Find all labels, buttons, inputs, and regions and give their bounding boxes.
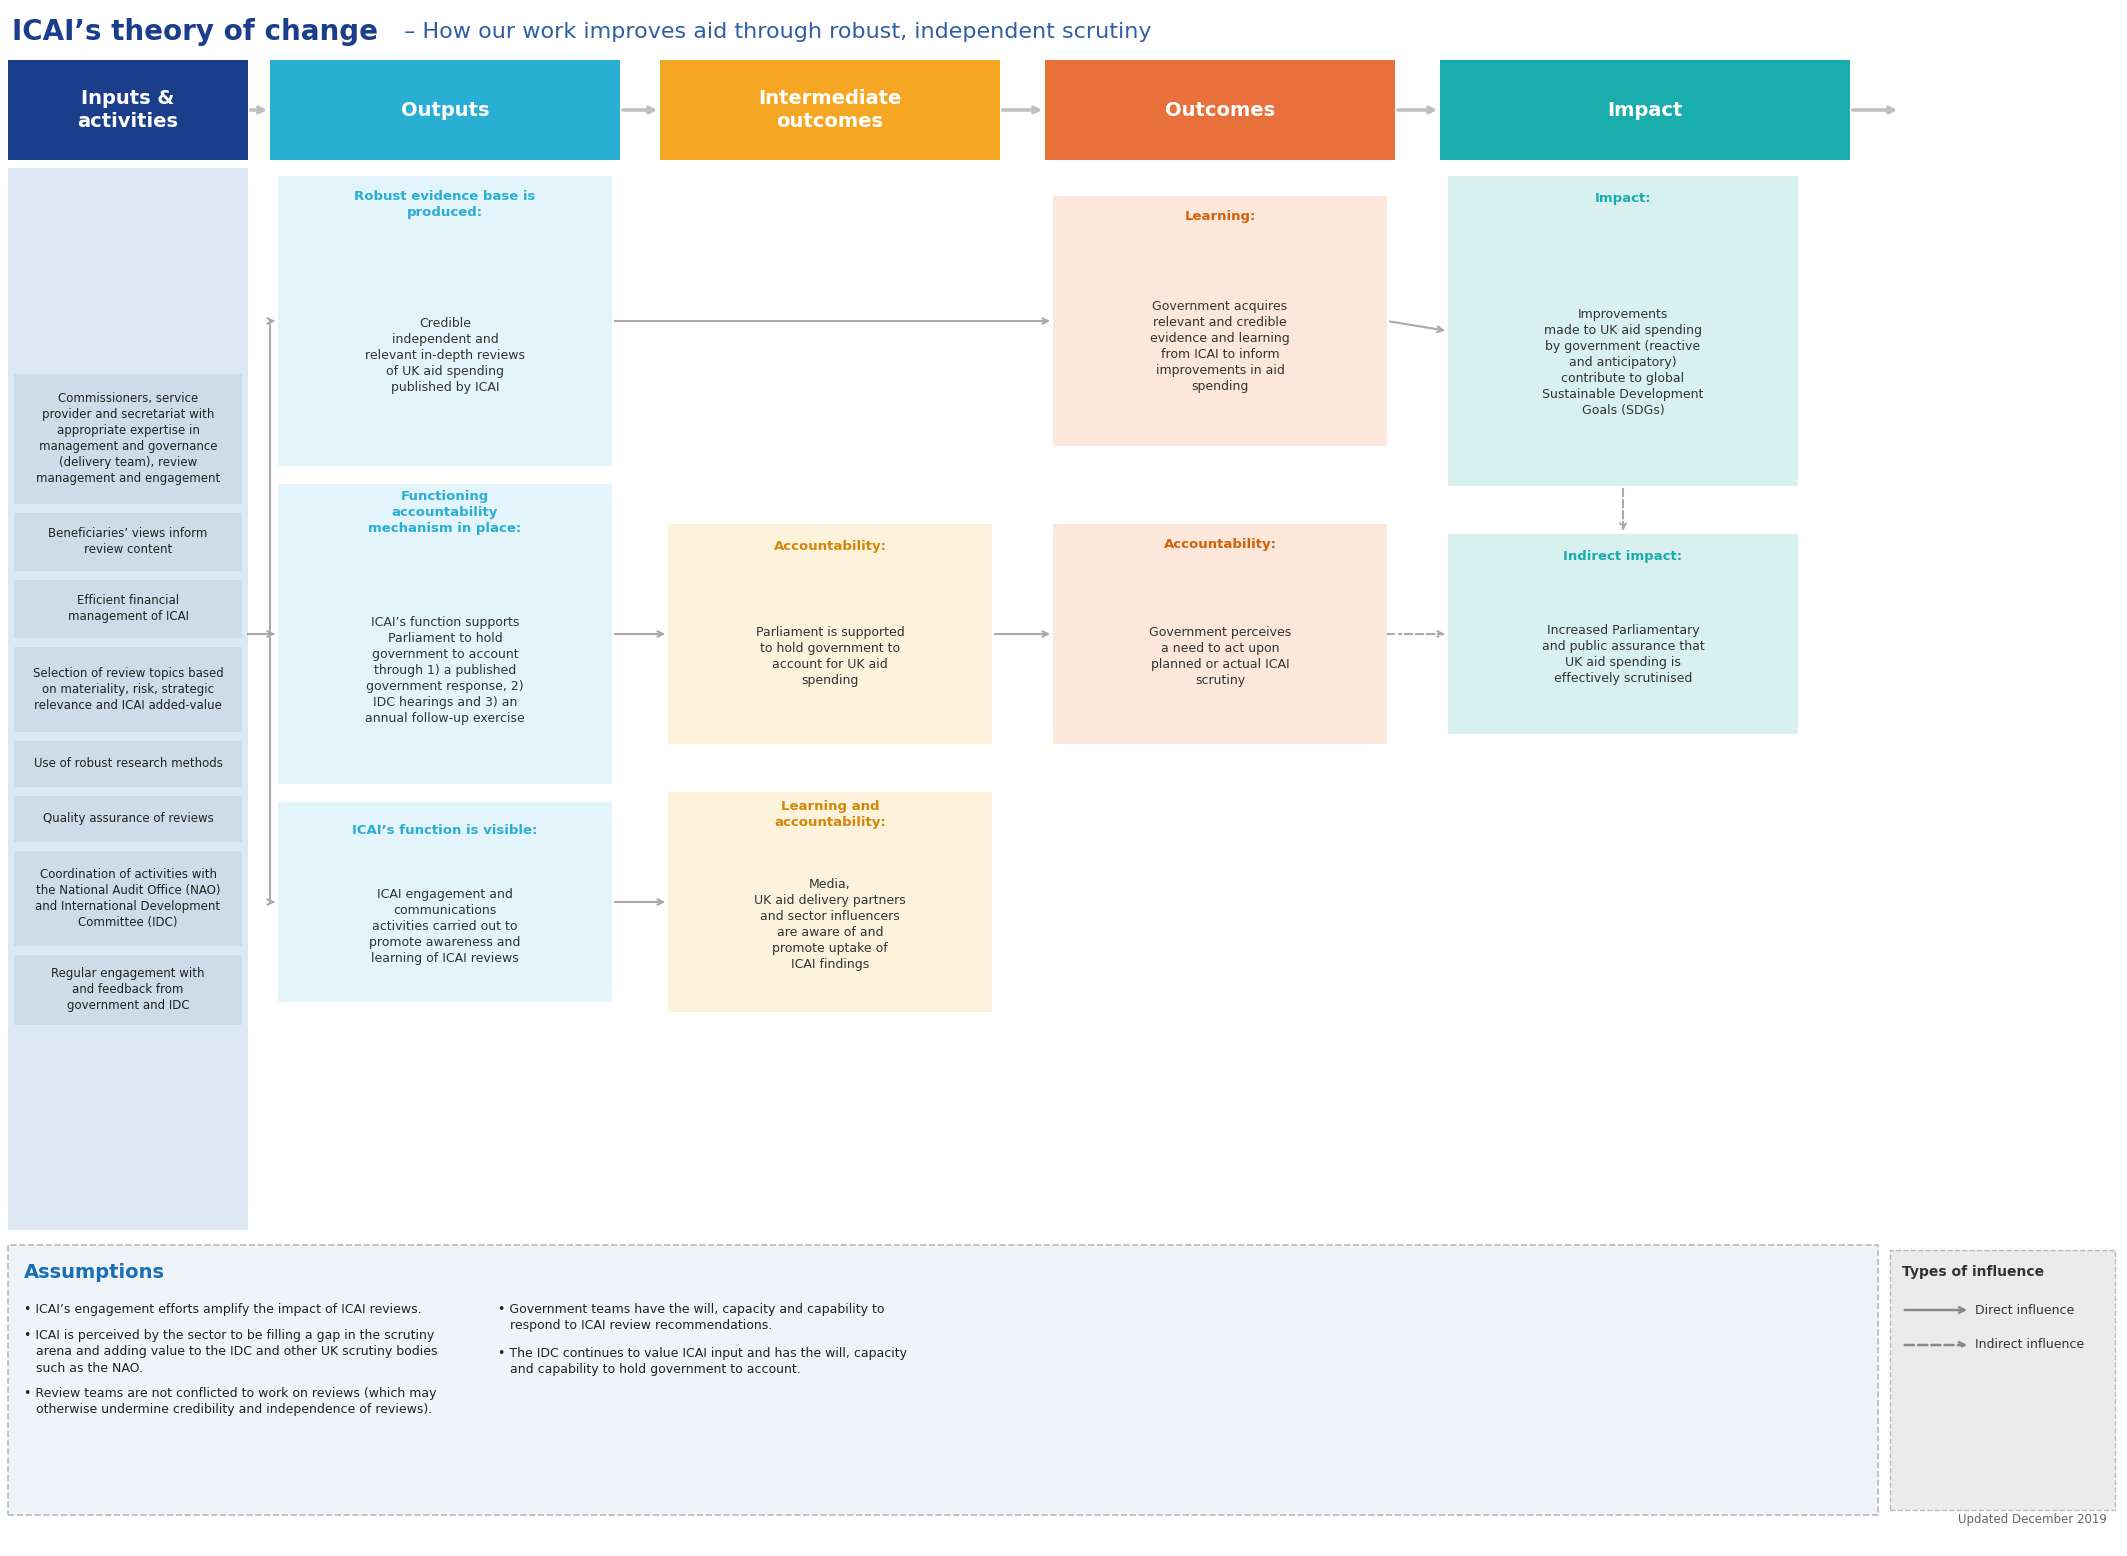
- Bar: [9, 1245, 1878, 1516]
- Text: Indirect influence: Indirect influence: [1976, 1338, 2084, 1352]
- Text: Quality assurance of reviews: Quality assurance of reviews: [43, 812, 213, 825]
- Text: ICAI’s theory of change: ICAI’s theory of change: [13, 19, 379, 47]
- Text: Coordination of activities with
the National Audit Office (NAO)
and Internationa: Coordination of activities with the Nati…: [36, 868, 221, 929]
- Bar: [1044, 61, 1395, 160]
- Text: Impact: Impact: [1608, 101, 1682, 120]
- Text: Direct influence: Direct influence: [1976, 1304, 2074, 1316]
- Text: Functioning
accountability
mechanism in place:: Functioning accountability mechanism in …: [368, 490, 521, 535]
- Text: Learning:: Learning:: [1185, 210, 1255, 223]
- Bar: [1053, 524, 1387, 744]
- Text: Selection of review topics based
on materiality, risk, strategic
relevance and I: Selection of review topics based on mate…: [32, 666, 223, 711]
- Text: Inputs &
activities: Inputs & activities: [77, 89, 179, 131]
- Text: Government acquires
relevant and credible
evidence and learning
from ICAI to inf: Government acquires relevant and credibl…: [1151, 299, 1289, 392]
- Bar: [279, 484, 613, 784]
- Text: • Review teams are not conflicted to work on reviews (which may
   otherwise und: • Review teams are not conflicted to wor…: [23, 1386, 436, 1416]
- Text: Assumptions: Assumptions: [23, 1263, 166, 1282]
- Text: Indirect impact:: Indirect impact:: [1563, 549, 1682, 563]
- Text: • The IDC continues to value ICAI input and has the will, capacity
   and capabi: • The IDC continues to value ICAI input …: [498, 1347, 906, 1377]
- Bar: [15, 795, 242, 842]
- Text: Credible
independent and
relevant in-depth reviews
of UK aid spending
published : Credible independent and relevant in-dep…: [366, 317, 525, 394]
- Bar: [15, 851, 242, 946]
- Bar: [1891, 1249, 2114, 1509]
- Text: Accountability:: Accountability:: [774, 540, 887, 552]
- Bar: [15, 741, 242, 786]
- Bar: [1448, 176, 1797, 485]
- Text: • Government teams have the will, capacity and capability to
   respond to ICAI : • Government teams have the will, capaci…: [498, 1302, 885, 1332]
- Bar: [1440, 61, 1850, 160]
- Bar: [668, 792, 991, 1011]
- Text: Regular engagement with
and feedback from
government and IDC: Regular engagement with and feedback fro…: [51, 966, 204, 1011]
- Bar: [659, 61, 1000, 160]
- Text: ICAI engagement and
communications
activities carried out to
promote awareness a: ICAI engagement and communications activ…: [370, 887, 521, 965]
- Bar: [15, 512, 242, 571]
- Text: Media,
UK aid delivery partners
and sector influencers
are aware of and
promote : Media, UK aid delivery partners and sect…: [755, 878, 906, 971]
- Text: Intermediate
outcomes: Intermediate outcomes: [759, 89, 902, 131]
- Text: – How our work improves aid through robust, independent scrutiny: – How our work improves aid through robu…: [398, 22, 1151, 42]
- Bar: [15, 646, 242, 731]
- Bar: [668, 524, 991, 744]
- Text: Parliament is supported
to hold government to
account for UK aid
spending: Parliament is supported to hold governme…: [755, 626, 904, 686]
- Text: Types of influence: Types of influence: [1902, 1265, 2044, 1279]
- Bar: [9, 61, 249, 160]
- Text: ICAI’s function supports
Parliament to hold
government to account
through 1) a p: ICAI’s function supports Parliament to h…: [366, 616, 525, 725]
- Bar: [1448, 534, 1797, 734]
- Text: Learning and
accountability:: Learning and accountability:: [774, 800, 885, 828]
- Bar: [279, 176, 613, 465]
- Text: Robust evidence base is
produced:: Robust evidence base is produced:: [355, 190, 536, 218]
- Text: • ICAI is perceived by the sector to be filling a gap in the scrutiny
   arena a: • ICAI is perceived by the sector to be …: [23, 1329, 438, 1376]
- Text: Impact:: Impact:: [1595, 191, 1651, 204]
- Text: Efficient financial
management of ICAI: Efficient financial management of ICAI: [68, 594, 189, 622]
- Text: Updated December 2019: Updated December 2019: [1959, 1512, 2108, 1526]
- Text: Outcomes: Outcomes: [1166, 101, 1274, 120]
- Bar: [9, 168, 249, 1229]
- Text: ICAI’s function is visible:: ICAI’s function is visible:: [353, 823, 538, 837]
- Text: Outputs: Outputs: [400, 101, 489, 120]
- Text: Use of robust research methods: Use of robust research methods: [34, 758, 223, 770]
- Text: Government perceives
a need to act upon
planned or actual ICAI
scrutiny: Government perceives a need to act upon …: [1149, 626, 1291, 686]
- Text: Improvements
made to UK aid spending
by government (reactive
and anticipatory)
c: Improvements made to UK aid spending by …: [1542, 308, 1704, 417]
- Bar: [270, 61, 619, 160]
- Bar: [279, 801, 613, 1002]
- Text: • ICAI’s engagement efforts amplify the impact of ICAI reviews.: • ICAI’s engagement efforts amplify the …: [23, 1302, 421, 1316]
- Bar: [15, 954, 242, 1024]
- Text: Accountability:: Accountability:: [1163, 537, 1276, 551]
- Bar: [15, 579, 242, 638]
- Text: Beneficiaries’ views inform
review content: Beneficiaries’ views inform review conte…: [49, 527, 208, 555]
- Text: Increased Parliamentary
and public assurance that
UK aid spending is
effectively: Increased Parliamentary and public assur…: [1542, 624, 1704, 685]
- Bar: [15, 373, 242, 504]
- Bar: [1053, 196, 1387, 447]
- Text: Commissioners, service
provider and secretariat with
appropriate expertise in
ma: Commissioners, service provider and secr…: [36, 392, 219, 485]
